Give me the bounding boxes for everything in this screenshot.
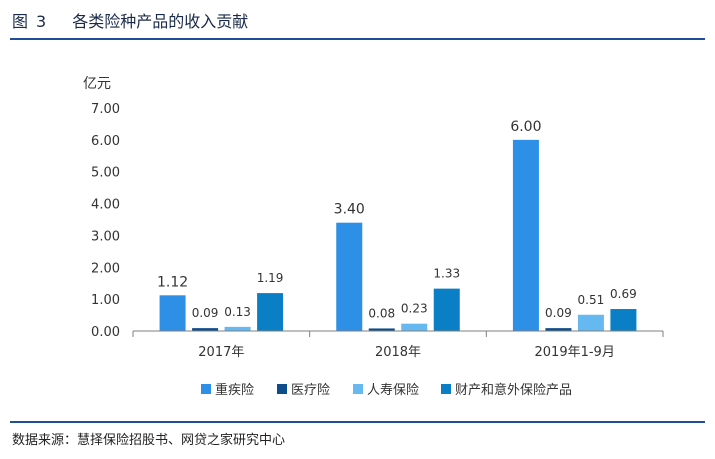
- legend-swatch: [353, 384, 363, 394]
- bar: [336, 222, 363, 331]
- y-tick-label: 2.00: [91, 261, 120, 276]
- legend-label: 医疗险: [291, 383, 330, 398]
- y-tick-label: 5.00: [91, 166, 120, 181]
- bar: [159, 295, 186, 331]
- bar: [224, 326, 251, 331]
- y-tick-label: 3.00: [91, 229, 120, 244]
- y-tick-label: 0.00: [91, 325, 120, 340]
- bar: [192, 328, 219, 331]
- y-tick-label: 1.00: [91, 293, 120, 308]
- data-label: 6.00: [510, 119, 541, 135]
- bottom-rule: [10, 421, 705, 423]
- bar: [577, 314, 604, 331]
- data-label: 0.09: [545, 306, 572, 320]
- data-label: 0.13: [224, 305, 251, 319]
- data-label: 0.23: [401, 302, 428, 316]
- legend-swatch: [277, 384, 287, 394]
- legend-label: 人寿保险: [367, 383, 419, 398]
- bar: [512, 139, 539, 331]
- bar: [545, 328, 572, 331]
- legend-item: 医疗险: [277, 383, 330, 398]
- data-label: 0.08: [368, 306, 395, 320]
- x-axis: 2017年 2018年 2019年1-9月: [132, 330, 664, 360]
- figure-number: 3: [36, 12, 47, 31]
- data-label: 3.40: [334, 202, 365, 218]
- y-axis-label: 亿元: [83, 76, 111, 92]
- x-category-label: 2017年: [198, 345, 244, 360]
- bar: [610, 309, 637, 331]
- bar: [257, 293, 284, 331]
- legend: 重疾险 医疗险 人寿保险 财产和意外保险产品: [201, 382, 572, 398]
- bar: [433, 288, 460, 331]
- legend-item: 重疾险: [201, 382, 254, 398]
- legend-label: 重疾险: [215, 382, 254, 398]
- data-label: 0.09: [192, 306, 219, 320]
- y-tick-label: 6.00: [91, 134, 120, 149]
- data-label: 0.69: [610, 287, 637, 301]
- data-label: 1.19: [257, 271, 284, 285]
- legend-swatch: [201, 384, 211, 394]
- data-label: 1.33: [433, 267, 460, 281]
- data-label: 0.51: [578, 293, 605, 307]
- x-category-label: 2019年1-9月: [535, 345, 615, 360]
- figure-title: 图 3 各类险种产品的收入贡献: [12, 8, 248, 32]
- figure-label: 图: [12, 12, 29, 31]
- legend-item: 人寿保险: [353, 383, 419, 398]
- bars: [159, 139, 637, 331]
- y-axis-ticks: 0.00 1.00 2.00 3.00 4.00 5.00 6.00 7.00: [91, 102, 120, 340]
- legend-swatch: [441, 384, 451, 394]
- data-label: 1.12: [157, 274, 188, 290]
- top-rule: [10, 38, 705, 40]
- x-category-label: 2018年: [375, 345, 421, 360]
- figure-title-text: 各类险种产品的收入贡献: [72, 12, 249, 31]
- legend-item: 财产和意外保险产品: [441, 382, 572, 398]
- data-labels: 1.12 0.09 0.13 1.19 3.40 0.08 0.23 1.33 6.00 0.09…: [157, 119, 637, 321]
- legend-label: 财产和意外保险产品: [455, 382, 572, 398]
- bar: [368, 328, 395, 331]
- bar: [401, 323, 428, 331]
- y-tick-label: 4.00: [91, 198, 120, 213]
- y-tick-label: 7.00: [91, 102, 120, 117]
- source-note: 数据来源：慧择保险招股书、网贷之家研究中心: [12, 433, 286, 448]
